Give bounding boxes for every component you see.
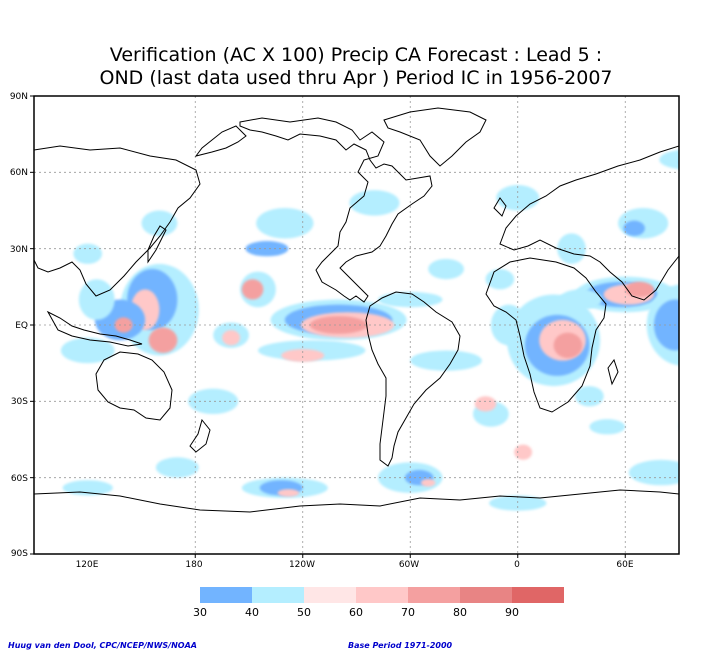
skill-contour-region <box>78 279 115 320</box>
lat-label-60s: 60S <box>10 474 28 484</box>
coastlines <box>34 107 679 513</box>
lat-label-30n: 30N <box>9 245 28 255</box>
legend-label-70: 70 <box>401 606 415 619</box>
legend-label-40: 40 <box>245 606 259 619</box>
skill-contour-region <box>60 337 115 364</box>
legend-label-50: 50 <box>297 606 311 619</box>
base-period-credit: Base Period 1971-2000 <box>348 641 453 650</box>
coastline-australia <box>95 351 173 421</box>
skill-contour-region <box>245 241 289 257</box>
lon-label-120e: 120E <box>75 560 99 570</box>
coastline-south-america <box>365 291 461 467</box>
skill-contour-region <box>410 350 482 371</box>
skill-contour-region <box>62 480 113 496</box>
skill-contour-region <box>625 281 654 298</box>
legend-swatch <box>304 587 356 603</box>
lat-label-90n: 90N <box>9 92 28 102</box>
skill-contour-region <box>514 444 533 460</box>
legend-swatch <box>460 587 512 603</box>
skill-contour-region <box>558 289 602 310</box>
lon-label-60w: 60W <box>398 560 420 570</box>
skill-contour-region <box>623 220 645 236</box>
legend-label-60: 60 <box>349 606 363 619</box>
coastline-asia-west <box>34 145 201 297</box>
skill-contour-region <box>73 243 103 264</box>
skill-shading <box>60 149 712 511</box>
lon-label-0: 0 <box>514 560 520 570</box>
skill-contour-region <box>659 149 679 170</box>
skill-contour-region <box>256 207 314 239</box>
coastline-greenland <box>383 107 487 167</box>
skill-contour-region <box>653 299 679 351</box>
coastline-madagascar <box>607 358 619 386</box>
color-bar <box>200 587 564 603</box>
skill-contour-region <box>349 190 400 216</box>
coastline-indonesia <box>46 310 143 347</box>
chart-title-line-1: Verification (AC X 100) Precip CA Foreca… <box>109 44 603 66</box>
coastline-africa <box>485 257 607 413</box>
skill-contour-region <box>690 320 712 381</box>
lat-label-eq: EQ <box>15 321 28 331</box>
skill-contour-region <box>693 183 712 214</box>
graticule <box>34 96 679 554</box>
skill-contour-region <box>188 388 239 415</box>
axis-ticks <box>30 95 626 558</box>
legend-label-90: 90 <box>505 606 519 619</box>
coastline-antarctica <box>34 489 679 513</box>
skill-contour-region <box>589 419 626 435</box>
lat-label-30s: 30S <box>10 397 28 407</box>
coastline-alaska <box>194 125 247 157</box>
skill-contour-region <box>241 279 264 300</box>
legend-swatch <box>200 587 252 603</box>
lat-label-60n: 60N <box>9 168 28 178</box>
skill-contour-region <box>490 304 527 346</box>
coastline-new-zealand <box>189 418 211 453</box>
skill-contour-region <box>679 414 712 439</box>
legend-swatch <box>252 587 304 603</box>
legend-swatch <box>408 587 460 603</box>
skill-contour-region <box>489 495 547 511</box>
lat-label-90s: 90S <box>10 549 28 559</box>
skill-contour-region <box>485 269 515 290</box>
lon-label-60e: 60E <box>616 560 634 570</box>
skill-contour-region <box>474 396 497 412</box>
legend-swatch <box>356 587 408 603</box>
lon-label-120w: 120W <box>288 560 316 570</box>
chart-title-line-2: OND (last data used thru Apr ) Period IC… <box>99 67 613 89</box>
skill-contour-region <box>222 330 241 346</box>
skill-contour-region <box>309 316 368 334</box>
skill-contour-region <box>575 386 604 407</box>
author-credit: Huug van den Dool, CPC/NCEP/NWS/NOAA <box>8 641 197 650</box>
coastline-british-isles <box>493 197 507 217</box>
skill-contour-region <box>277 489 300 497</box>
coastline-north-america <box>239 117 433 303</box>
skill-contour-region <box>141 210 178 236</box>
skill-contour-region <box>557 233 586 264</box>
skill-contour-region <box>155 457 199 478</box>
coastline-eurasia <box>499 145 679 301</box>
skill-contour-region <box>148 327 178 353</box>
legend-swatch <box>512 587 564 603</box>
legend-label-80: 80 <box>453 606 467 619</box>
lon-label-180: 180 <box>185 560 203 570</box>
skill-contour-region <box>428 258 465 280</box>
coastline-japan <box>147 225 167 264</box>
skill-contour-region <box>628 459 679 486</box>
skill-contour-region <box>553 332 583 359</box>
skill-contour-region <box>281 349 325 362</box>
skill-contour-region <box>421 478 436 487</box>
skill-contour-region <box>679 157 701 167</box>
skill-contour-region <box>114 317 133 333</box>
legend-label-30: 30 <box>193 606 207 619</box>
